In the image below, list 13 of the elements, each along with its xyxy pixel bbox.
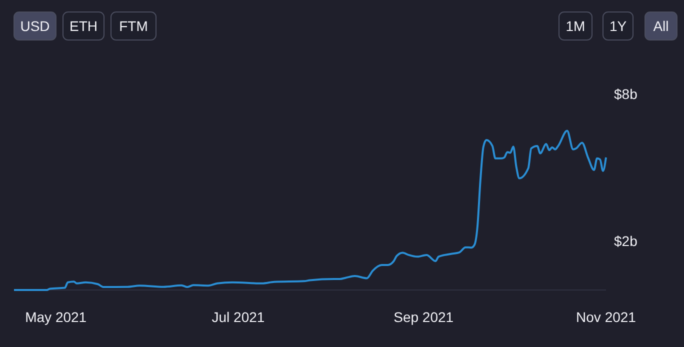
y-tick-label: $8b bbox=[614, 86, 638, 102]
button[interactable]: FTM bbox=[110, 12, 156, 40]
x-tick-label: May 2021 bbox=[25, 309, 87, 325]
button[interactable]: 1Y bbox=[602, 12, 634, 40]
button[interactable]: 1M bbox=[558, 12, 592, 40]
x-tick-label: Nov 2021 bbox=[576, 309, 636, 325]
y-tick-label: $2b bbox=[614, 232, 638, 249]
button[interactable]: ETH bbox=[62, 12, 104, 40]
line-series bbox=[13, 130, 607, 291]
button[interactable]: All bbox=[644, 12, 678, 40]
button[interactable]: USD bbox=[14, 12, 56, 40]
x-tick-label: Jul 2021 bbox=[212, 309, 265, 325]
x-tick-label: Sep 2021 bbox=[394, 309, 454, 325]
